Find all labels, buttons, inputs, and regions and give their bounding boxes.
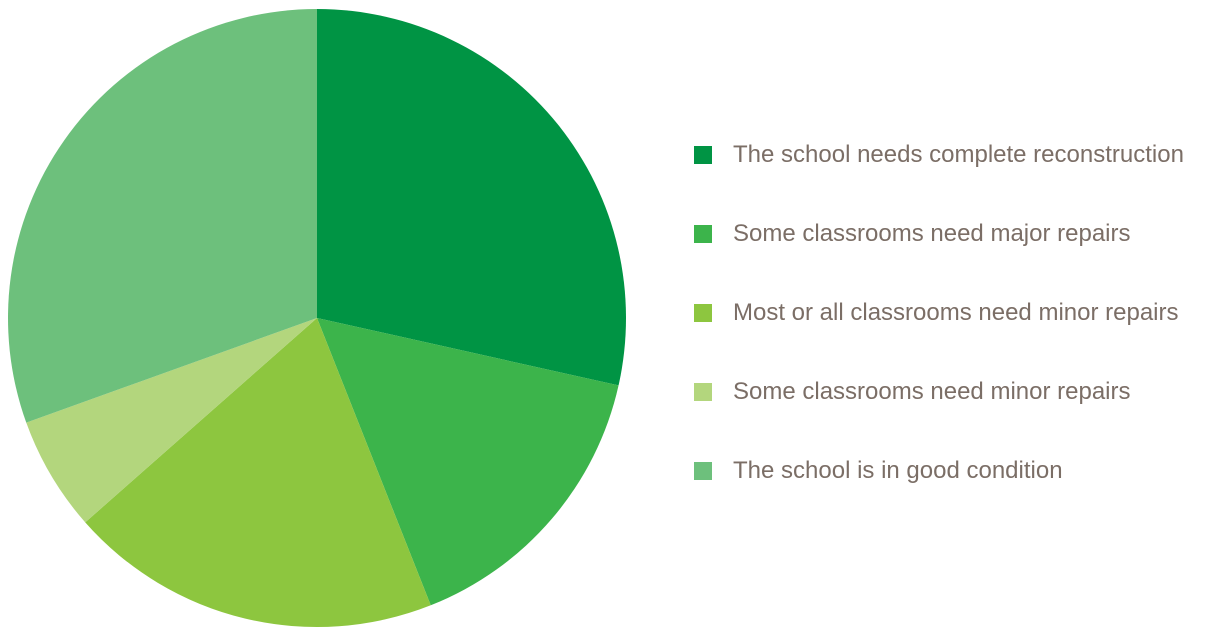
legend-label: The school is in good condition (733, 457, 1063, 484)
legend-item: Some classrooms need major repairs (694, 215, 1184, 253)
legend-label: The school needs complete reconstruction (733, 141, 1184, 168)
pie-slice-5 (8, 9, 317, 423)
pie-slice-3 (85, 318, 431, 627)
legend-swatch (694, 304, 712, 322)
legend-item: Some classrooms need minor repairs (694, 373, 1184, 411)
legend-swatch (694, 383, 712, 401)
legend-item: The school is in good condition (694, 452, 1184, 490)
legend-label: Some classrooms need minor repairs (733, 378, 1131, 405)
legend-swatch (694, 225, 712, 243)
pie-slice-1 (317, 9, 627, 386)
legend-swatch (694, 146, 712, 164)
pie-chart (8, 9, 627, 627)
legend-label: Most or all classrooms need minor repair… (733, 299, 1179, 326)
pie-slice-4 (26, 318, 318, 523)
legend-item: The school needs complete reconstruction (694, 136, 1184, 174)
legend-item: Most or all classrooms need minor repair… (694, 294, 1184, 332)
legend-label: Some classrooms need major repairs (733, 220, 1131, 247)
pie-slice-2 (317, 318, 619, 606)
chart-legend: The school needs complete reconstruction… (694, 136, 1184, 531)
legend-swatch (694, 462, 712, 480)
